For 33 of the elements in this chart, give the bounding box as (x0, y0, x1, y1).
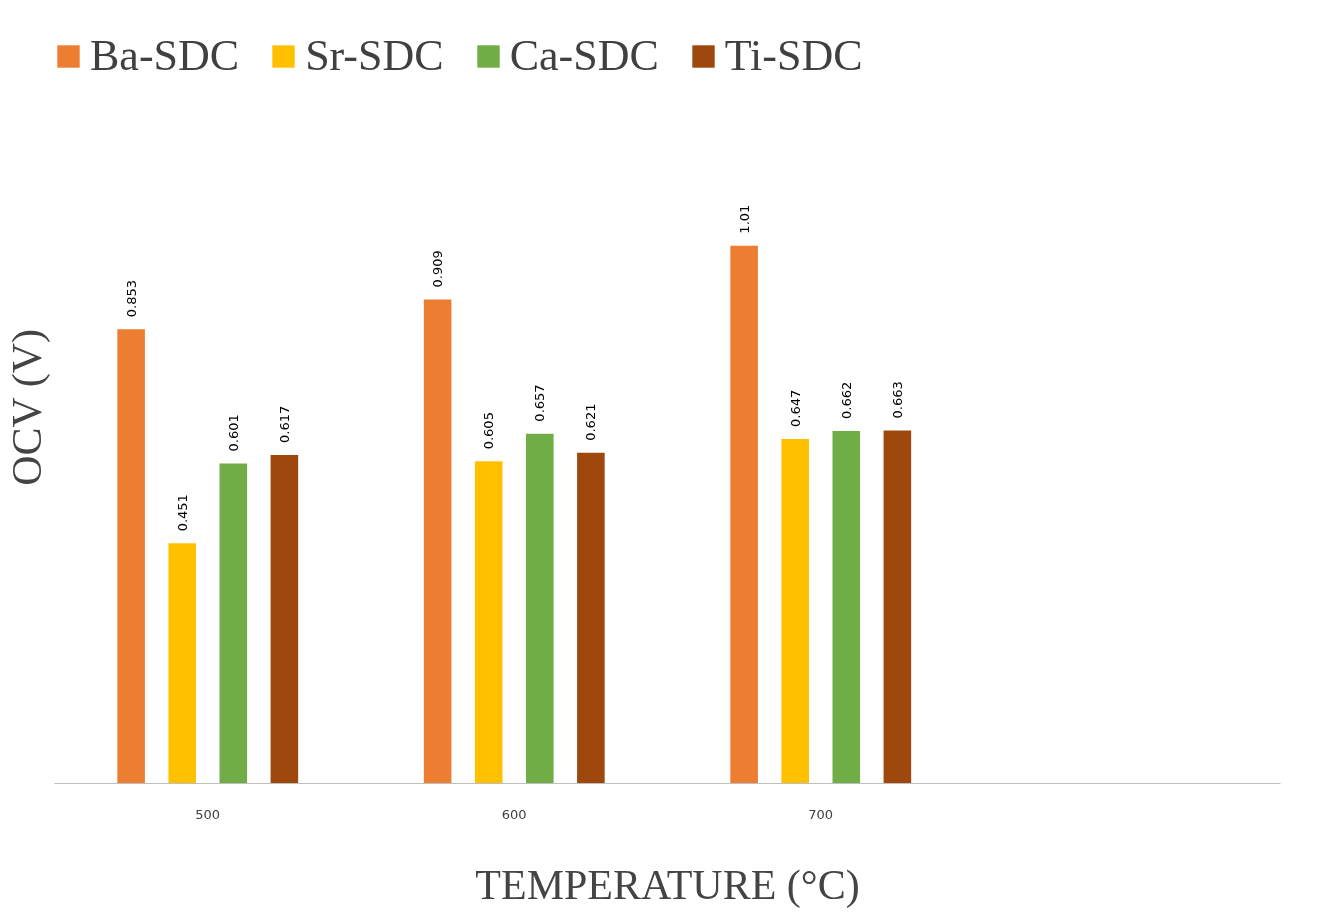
data-label: 0.617 (276, 405, 292, 443)
x-axis-title: TEMPERATURE (°C) (475, 861, 860, 909)
bar (219, 463, 248, 784)
x-tick-label: 700 (808, 806, 834, 822)
data-label: 1.01 (736, 204, 752, 234)
bar (526, 433, 554, 784)
bar (781, 438, 809, 784)
legend-label: Ti-SDC (724, 30, 863, 81)
legend-label: Ca-SDC (509, 30, 659, 81)
bar (423, 299, 452, 784)
bar (832, 430, 861, 784)
bar (577, 452, 605, 784)
data-label: 0.451 (174, 494, 190, 532)
data-label: 0.657 (532, 384, 548, 422)
data-label: 0.605 (481, 412, 497, 450)
data-label: 0.621 (583, 403, 599, 441)
x-tick-label: 600 (501, 806, 527, 822)
bar (730, 245, 758, 784)
legend-label: Ba-SDC (90, 30, 240, 81)
bar (883, 430, 912, 784)
bar (474, 461, 503, 784)
x-tick-label: 500 (195, 806, 221, 822)
bar (270, 454, 299, 784)
data-label: 0.663 (889, 381, 905, 419)
data-label: 0.662 (838, 381, 854, 419)
bar (117, 329, 145, 784)
data-label: 0.909 (430, 250, 446, 288)
legend-label: Sr-SDC (305, 30, 444, 81)
y-axis-title: OCV (V) (3, 329, 51, 486)
data-label: 0.853 (123, 280, 139, 318)
data-label: 0.647 (787, 389, 803, 427)
bar (168, 543, 196, 784)
data-label: 0.601 (225, 414, 241, 452)
